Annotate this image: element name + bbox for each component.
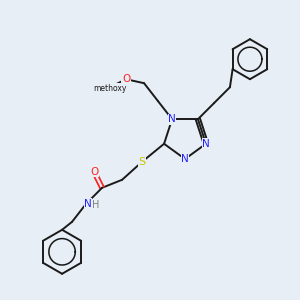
Text: methoxy: methoxy (93, 84, 127, 93)
Text: H: H (92, 200, 100, 210)
Text: N: N (202, 139, 210, 149)
Text: N: N (181, 154, 189, 164)
Text: O: O (122, 74, 130, 84)
Text: O: O (90, 167, 98, 177)
Text: N: N (168, 114, 176, 124)
Text: S: S (139, 157, 145, 167)
Text: N: N (84, 199, 92, 209)
